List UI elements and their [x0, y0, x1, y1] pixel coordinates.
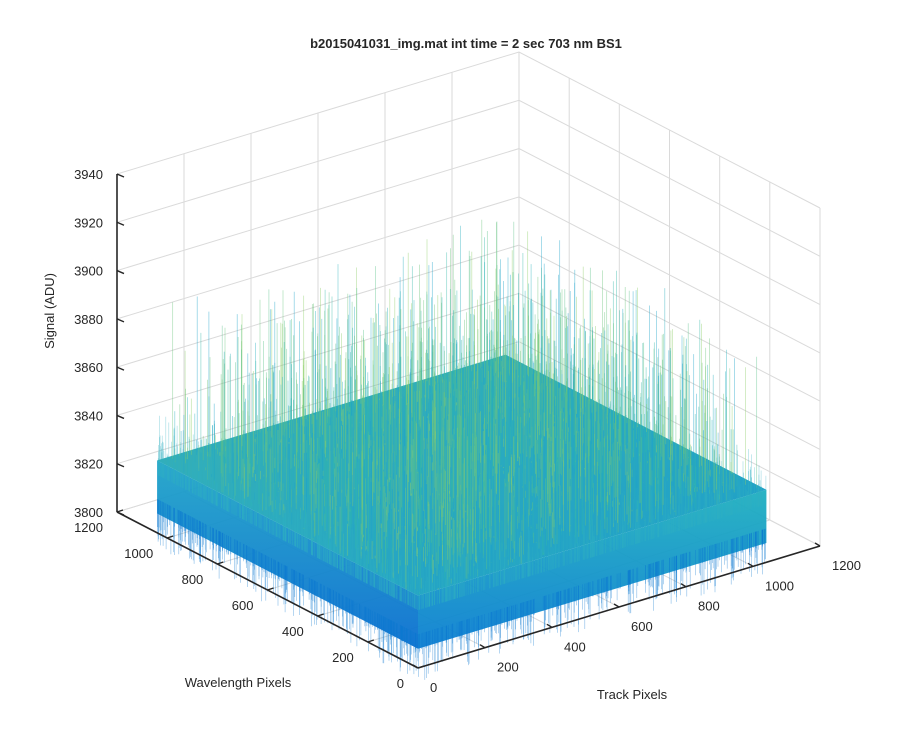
z-axis-label: Signal (ADU): [42, 273, 57, 349]
x-tick-label: 600: [631, 619, 653, 634]
z-tick-label: 3820: [74, 457, 103, 472]
x-tick-label: 1000: [765, 578, 794, 593]
grid-line: [116, 148, 821, 306]
x-tick-label: 800: [698, 599, 720, 614]
y-tick-mark: [367, 639, 375, 643]
y-tick-label: 200: [332, 650, 354, 665]
y-tick-label: 400: [282, 624, 304, 639]
grid-line: [116, 51, 821, 209]
x-tick-label: 400: [564, 639, 586, 654]
z-tick-mark: [116, 318, 125, 323]
x-tick-mark: [747, 562, 754, 567]
y-tick-mark: [217, 561, 224, 565]
z-tick-label: 3860: [74, 360, 103, 375]
z-tick-label: 3840: [74, 408, 103, 423]
y-tick-label: 1000: [124, 546, 153, 561]
z-tick-mark: [116, 414, 125, 420]
z-tick-mark: [116, 366, 125, 371]
z-tick-mark: [116, 463, 125, 468]
z-tick-mark: [116, 269, 125, 275]
tick-labels: 0 200 400 600 800 1000 1200 0 200 400 600 800 1000 12…: [74, 167, 861, 695]
z-tick-mark: [116, 173, 125, 178]
y-tick-label: 600: [232, 598, 254, 613]
x-tick-label: 1200: [832, 558, 861, 573]
y-tick-mark: [267, 587, 274, 591]
y-tick-mark: [317, 613, 324, 617]
surface-side-right: [418, 489, 767, 649]
x-tick-mark: [546, 623, 553, 628]
axes: [116, 173, 821, 669]
z-tick-label: 3920: [74, 215, 103, 230]
z-tick-label: 3900: [74, 264, 103, 279]
z-tick-label: 3880: [74, 312, 103, 327]
x-tick-mark: [814, 542, 821, 547]
x-tick-mark: [479, 644, 486, 649]
z-tick-mark: [116, 221, 125, 226]
x-tick-mark: [680, 583, 687, 588]
y-tick-label: 1200: [74, 520, 103, 535]
chart-title: b2015041031_img.mat int time = 2 sec 703…: [310, 36, 622, 51]
grid-line: [116, 99, 821, 257]
y-tick-label: 0: [397, 676, 404, 691]
x-tick-mark: [412, 664, 419, 669]
x-axis-label: Track Pixels: [597, 687, 668, 702]
y-tick-mark: [166, 535, 174, 539]
y-tick-mark: [417, 665, 425, 669]
x-tick-label: 0: [430, 680, 437, 695]
z-tick-mark: [116, 511, 125, 516]
y-axis-label: Wavelength Pixels: [185, 675, 292, 690]
surface-mesh: [157, 219, 767, 680]
z-tick-label: 3800: [74, 505, 103, 520]
x-tick-mark: [613, 603, 620, 608]
z-tick-label: 3940: [74, 167, 103, 182]
x-tick-label: 200: [497, 660, 519, 675]
y-tick-mark: [116, 509, 124, 513]
y-tick-label: 800: [182, 572, 204, 587]
